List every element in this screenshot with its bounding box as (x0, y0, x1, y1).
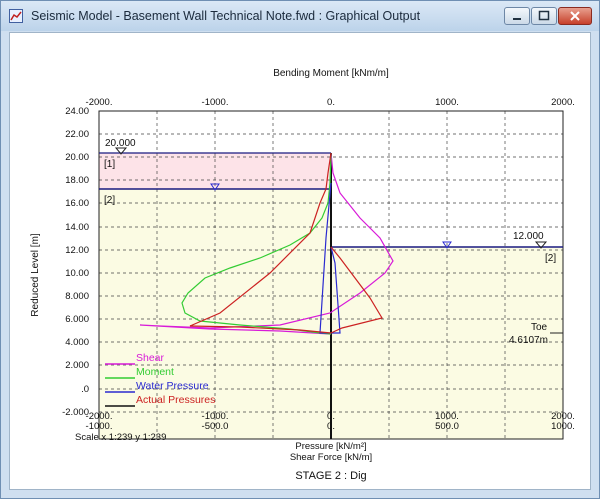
bottom-tick: -2000. (86, 411, 113, 422)
grid (99, 111, 563, 439)
top-axis-title: Bending Moment [kNm/m] (273, 68, 389, 79)
y-tick: 12.00 (65, 245, 89, 256)
graphical-output-panel: Bending Moment [kNm/m] Reduced Level [m]… (9, 32, 591, 490)
y-tick: 4.000 (65, 337, 89, 348)
y-tick: 10.00 (65, 268, 89, 279)
y-tick: 14.00 (65, 222, 89, 233)
right-ground-level-label: 12.000 (513, 231, 544, 242)
scale-label: Scale x 1:239 y 1:239 (75, 432, 166, 443)
toe-value-label: 4.6107m (509, 335, 548, 346)
bottom-tick: 1000. (435, 411, 459, 422)
bottom-tick: 0. (327, 421, 335, 432)
left-ground-level-label: 20.000 (105, 138, 136, 149)
water-pressure-right (330, 246, 341, 334)
actual-pressure-left (189, 152, 332, 334)
y-tick: .0 (81, 384, 89, 395)
y-tick: 24.00 (65, 106, 89, 117)
y-tick: 22.00 (65, 129, 89, 140)
close-icon (570, 11, 580, 21)
maximize-button[interactable] (531, 7, 557, 25)
y-tick-labels: 24.00 22.00 20.00 18.00 16.00 14.00 12.0… (62, 106, 89, 418)
ground-marker-left (114, 147, 128, 155)
bottom-tick: 500.0 (435, 421, 459, 432)
top-tick: -2000. (86, 97, 113, 108)
bottom-tick: -1000. (86, 421, 113, 432)
bottom-tick: -1000. (202, 411, 229, 422)
legend-shear-label: Shear (136, 352, 165, 364)
y-tick: 8.000 (65, 291, 89, 302)
y-tick: -2.000 (62, 407, 89, 418)
y-tick: 16.00 (65, 198, 89, 209)
layer-2-right-label: [2] (545, 253, 556, 264)
legend-water-label: Water Pressure (136, 380, 209, 392)
title-bar[interactable]: Seismic Model - Basement Wall Technical … (1, 1, 599, 31)
legend-moment-label: Moment (136, 366, 174, 378)
top-tick: 2000. (551, 97, 575, 108)
bottom-tick-labels: -2000. -1000. 0. 1000. 2000. -1000. -500… (86, 411, 575, 432)
y-tick: 20.00 (65, 152, 89, 163)
water-level-marker-left (210, 183, 220, 191)
app-icon (9, 9, 23, 23)
top-tick-labels: -2000. -1000. 0. 1000. 2000. (86, 97, 575, 108)
top-tick: 1000. (435, 97, 459, 108)
y-tick: 6.000 (65, 314, 89, 325)
shear-curve (139, 152, 394, 335)
bottom-tick: 1000. (551, 421, 575, 432)
legend-pressure-label: Actual Pressures (136, 394, 215, 406)
bottom-tick: 2000. (551, 411, 575, 422)
close-button[interactable] (558, 7, 592, 25)
bottom-tick: 0. (327, 411, 335, 422)
water-level-marker-right (442, 241, 452, 249)
actual-pressure-right (330, 246, 383, 334)
chart-canvas: Bending Moment [kNm/m] Reduced Level [m]… (30, 68, 575, 482)
layer-1-label: [1] (104, 159, 115, 170)
bottom-axis-title-pressure: Pressure [kN/m²] (295, 441, 366, 452)
bottom-axis-title-shear: Shear Force [kN/m] (290, 452, 372, 463)
minimize-icon (513, 18, 521, 20)
layer-2-left-label: [2] (104, 195, 115, 206)
y-tick: 18.00 (65, 175, 89, 186)
left-axis-title: Reduced Level [m] (30, 233, 41, 317)
maximize-icon (538, 10, 550, 21)
bottom-tick: -500.0 (202, 421, 229, 432)
window-title: Seismic Model - Basement Wall Technical … (31, 9, 421, 23)
top-tick: 0. (327, 97, 335, 108)
stage-label: STAGE 2 : Dig (295, 470, 366, 482)
ground-marker-right (534, 241, 548, 249)
minimize-button[interactable] (504, 7, 530, 25)
moment-curve (181, 152, 332, 335)
legend: Shear Moment Water Pressure Actual Press… (105, 352, 215, 407)
toe-label: Toe (531, 322, 548, 333)
y-tick: 2.000 (65, 360, 89, 371)
top-tick: -1000. (202, 97, 229, 108)
